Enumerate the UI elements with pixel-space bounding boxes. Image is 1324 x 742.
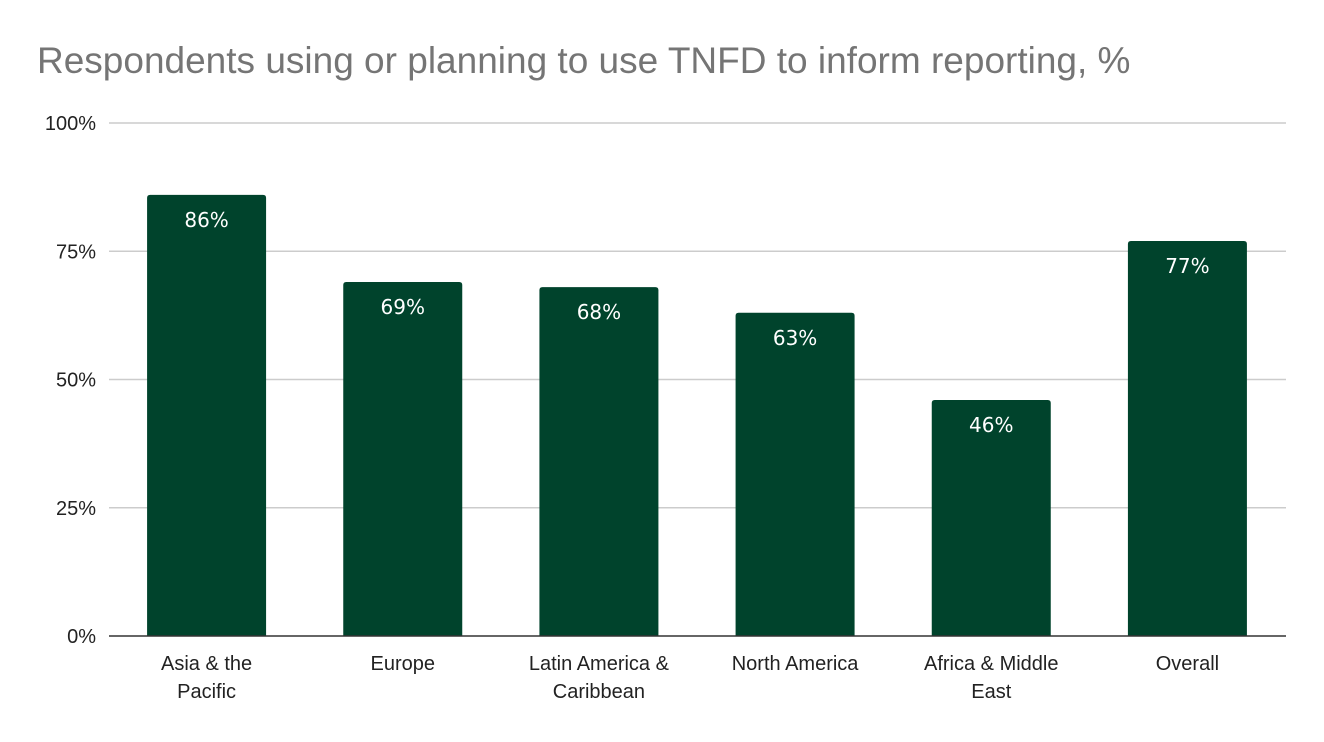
data-label: 86%: [184, 208, 228, 232]
data-label: 69%: [381, 295, 425, 319]
x-tick-label: Asia & the: [161, 653, 252, 675]
x-tick-label: Europe: [371, 653, 436, 675]
y-tick-label: 50%: [56, 370, 96, 392]
y-tick-label: 0%: [67, 626, 96, 648]
y-tick-label: 100%: [45, 113, 96, 135]
data-label: 63%: [773, 326, 817, 350]
x-tick-label: Overall: [1156, 653, 1219, 675]
bar: [1127, 240, 1247, 637]
data-label: 77%: [1165, 254, 1209, 278]
bar: [931, 400, 1051, 636]
x-tick-label: Caribbean: [553, 681, 645, 703]
chart-title: Respondents using or planning to use TNF…: [37, 40, 1131, 81]
y-tick-label: 75%: [56, 241, 96, 263]
x-tick-label: Latin America &: [529, 653, 670, 675]
x-tick-label: Africa & Middle: [924, 653, 1059, 675]
bar: [147, 194, 267, 636]
bar: [539, 287, 659, 636]
data-label: 68%: [577, 300, 621, 324]
bar: [735, 312, 855, 636]
x-tick-label: East: [971, 681, 1011, 703]
x-tick-label: North America: [732, 653, 860, 675]
bar: [343, 282, 463, 636]
x-tick-label: Pacific: [177, 681, 236, 703]
data-label: 46%: [969, 413, 1013, 437]
y-tick-label: 25%: [56, 498, 96, 520]
